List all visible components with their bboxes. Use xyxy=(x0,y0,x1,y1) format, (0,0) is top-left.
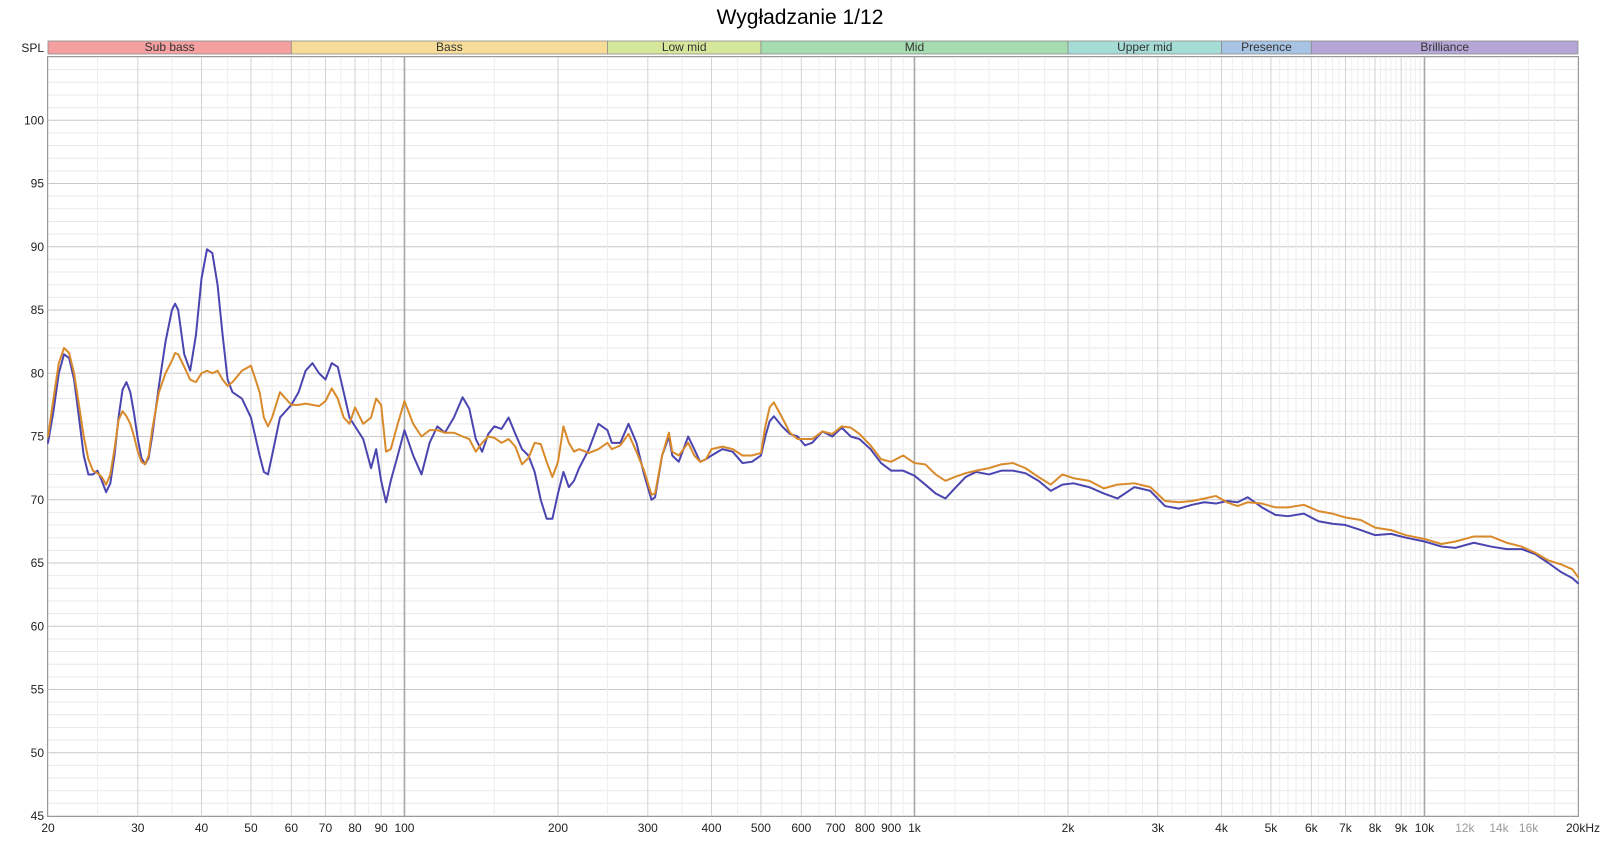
x-tick-label: 60 xyxy=(285,821,299,835)
x-tick-label: 2k xyxy=(1062,821,1076,835)
x-tick-label: 14k xyxy=(1489,821,1509,835)
x-tick-label: 90 xyxy=(374,821,388,835)
x-tick-label: 50 xyxy=(244,821,258,835)
x-ticks: 20 30 40 50 60 70 80 90 100 200 300 400 500 600 700 800… xyxy=(41,821,1600,835)
y-tick-label: 70 xyxy=(31,493,45,507)
x-tick-label: 5k xyxy=(1265,821,1279,835)
x-tick-label: 800 xyxy=(855,821,875,835)
x-tick-label: 12k xyxy=(1455,821,1475,835)
x-tick-label: 600 xyxy=(791,821,811,835)
x-tick-label: 7k xyxy=(1339,821,1353,835)
band-label: Upper mid xyxy=(1117,40,1172,54)
series-lines xyxy=(47,248,1579,585)
x-tick-label: 80 xyxy=(348,821,362,835)
x-tick-label: 3k xyxy=(1151,821,1165,835)
x-tick-label: 6k xyxy=(1305,821,1319,835)
x-tick-label: 900 xyxy=(881,821,901,835)
y-tick-label: 60 xyxy=(31,619,45,633)
grid xyxy=(47,56,1579,817)
band-label: Mid xyxy=(905,40,924,54)
x-tick-label: 16k xyxy=(1519,821,1539,835)
y-tick-label: 55 xyxy=(31,683,45,697)
y-tick-label: 95 xyxy=(31,177,45,191)
y-tick-label: 90 xyxy=(31,240,45,254)
chart-title: Wygładzanie 1/12 xyxy=(716,6,884,29)
y-tick-label: 50 xyxy=(31,746,45,760)
frequency-bands: Sub bass Bass Low mid Mid Upper mid Presence B… xyxy=(47,40,1579,55)
x-tick-label: 9k xyxy=(1395,821,1409,835)
x-tick-label: 300 xyxy=(638,821,658,835)
x-tick-label: 70 xyxy=(319,821,333,835)
x-tick-label: 4k xyxy=(1215,821,1229,835)
x-tick-label: 30 xyxy=(131,821,145,835)
x-tick-label: 100 xyxy=(394,821,414,835)
y-tick-label: 75 xyxy=(31,430,45,444)
x-tick-label: 700 xyxy=(825,821,845,835)
x-tick-label: 8k xyxy=(1369,821,1383,835)
y-ticks: 45 50 55 60 65 70 75 80 85 90 95 100 xyxy=(24,113,44,823)
x-tick-label: 20kHz xyxy=(1566,821,1600,835)
x-tick-label: 40 xyxy=(195,821,209,835)
x-tick-label: 400 xyxy=(702,821,722,835)
y-tick-label: 45 xyxy=(31,809,45,823)
y-tick-label: 65 xyxy=(31,556,45,570)
y-axis-label: SPL xyxy=(21,41,44,55)
x-tick-label: 1k xyxy=(908,821,922,835)
y-tick-label: 80 xyxy=(31,366,45,380)
x-tick-label: 500 xyxy=(751,821,771,835)
series-line-2 xyxy=(47,346,1579,578)
band-label: Low mid xyxy=(662,40,707,54)
y-tick-label: 100 xyxy=(24,113,44,127)
band-label: Brilliance xyxy=(1420,40,1469,54)
band-label: Presence xyxy=(1241,40,1292,54)
band-brilliance xyxy=(1310,40,1579,55)
series-line-1 xyxy=(47,248,1579,585)
y-tick-label: 85 xyxy=(31,303,45,317)
x-tick-label: 20 xyxy=(41,821,55,835)
x-tick-label: 200 xyxy=(548,821,568,835)
band-label: Bass xyxy=(436,40,463,54)
x-tick-label: 10k xyxy=(1415,821,1435,835)
band-label: Sub bass xyxy=(145,40,195,54)
